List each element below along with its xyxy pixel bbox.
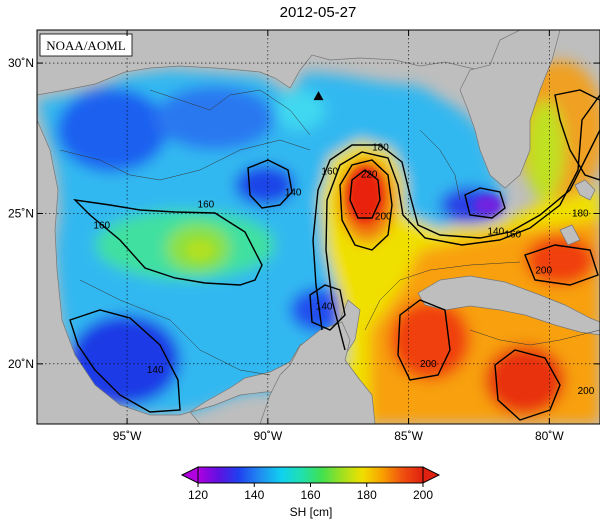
bahamas	[574, 179, 596, 201]
contour-200-atlantic	[554, 89, 600, 181]
credit-box	[39, 33, 133, 57]
atlantic-yellow	[525, 100, 565, 200]
gridlines	[37, 30, 600, 424]
contour-thin-3	[149, 89, 311, 136]
contour-180-loop	[325, 94, 600, 351]
lat-axis: 30˚N 25˚N 20˚N	[8, 56, 600, 371]
contour-200-caribbean	[494, 349, 561, 421]
contour-label: 140	[488, 227, 505, 238]
yucatan-peninsula	[259, 321, 376, 424]
contour-140-sw	[69, 309, 181, 413]
florida-purple	[474, 195, 502, 215]
contour-label: 160	[198, 199, 215, 210]
map-title: 2012-05-27	[280, 4, 357, 21]
contour-label: 180	[572, 208, 589, 219]
loop-eddy-core	[347, 167, 383, 223]
contour-label: 160	[321, 166, 338, 177]
contour-thin-4	[419, 129, 461, 201]
credit-label: NOAA/AOML	[46, 38, 126, 53]
contour-label: 180	[372, 142, 389, 153]
lon-tick-label: 80˚W	[535, 429, 564, 443]
colorbar-bar	[197, 466, 424, 484]
contour-160-loop	[312, 129, 600, 331]
contour-label: 200	[420, 359, 437, 370]
lon-axis: 95˚W 90˚W 85˚W 80˚W	[113, 30, 564, 443]
lon-tick-label: 85˚W	[394, 429, 423, 443]
lat-tick-label: 20˚N	[8, 357, 34, 371]
contour-label: 140	[285, 187, 302, 198]
contour-thin-2	[79, 279, 271, 376]
contour-thin-6	[469, 329, 600, 346]
contour-label: 140	[316, 302, 333, 313]
lon-tick-label: 90˚W	[253, 429, 282, 443]
colorbar: 120 140 160 180 200 SH [cm]	[180, 466, 441, 519]
contour-label: 140	[147, 365, 164, 376]
land-masses	[37, 30, 600, 424]
contour-thin-5	[364, 261, 521, 331]
colorbar-tick-label: 180	[357, 488, 377, 502]
contour-label: 200	[578, 386, 595, 397]
contour-140-south	[309, 284, 346, 331]
colorbar-right-arrow	[422, 466, 441, 484]
lon-tick-label: 95˚W	[113, 429, 142, 443]
contour-lines	[59, 89, 600, 421]
contour-label: 160	[504, 230, 521, 241]
colorbar-left-arrow	[180, 466, 199, 484]
colorbar-tick-label: 140	[244, 488, 264, 502]
contour-label: 200	[535, 266, 552, 277]
lat-tick-label: 30˚N	[8, 56, 34, 70]
contour-label: 160	[93, 220, 110, 231]
colorbar-unit-label: SH [cm]	[290, 505, 333, 519]
contour-200-eddy	[339, 159, 393, 251]
contour-label: 220	[361, 169, 378, 180]
cyan-north	[275, 90, 325, 130]
cayman-warm	[390, 300, 470, 380]
contour-220-eddy	[349, 169, 381, 219]
low-patch-north	[155, 86, 275, 150]
caribbean-warm	[485, 345, 565, 415]
colorbar-tick-label: 160	[300, 488, 320, 502]
green-core	[186, 240, 214, 260]
colorbar-ticks: 120 140 160 180 200	[188, 483, 433, 502]
cuba-north-warm	[525, 235, 595, 285]
contour-label: 200	[375, 211, 392, 222]
contour-140-central	[247, 159, 293, 209]
station-marker-icon	[313, 91, 324, 101]
contour-thin-1	[59, 139, 311, 181]
plot-frame	[36, 29, 600, 425]
colorbar-tick-label: 120	[188, 488, 208, 502]
contour-200-cayman	[397, 299, 451, 381]
florida-peninsula	[459, 30, 561, 189]
contour-160-west	[73, 199, 263, 286]
cuba	[417, 275, 600, 336]
contour-140-florida	[464, 187, 506, 219]
lat-tick-label: 25˚N	[8, 206, 34, 220]
colorbar-tick-label: 200	[413, 488, 433, 502]
bahamas-2	[559, 224, 581, 246]
contour-200-cuba	[524, 244, 599, 286]
low-patch-west	[57, 88, 167, 172]
